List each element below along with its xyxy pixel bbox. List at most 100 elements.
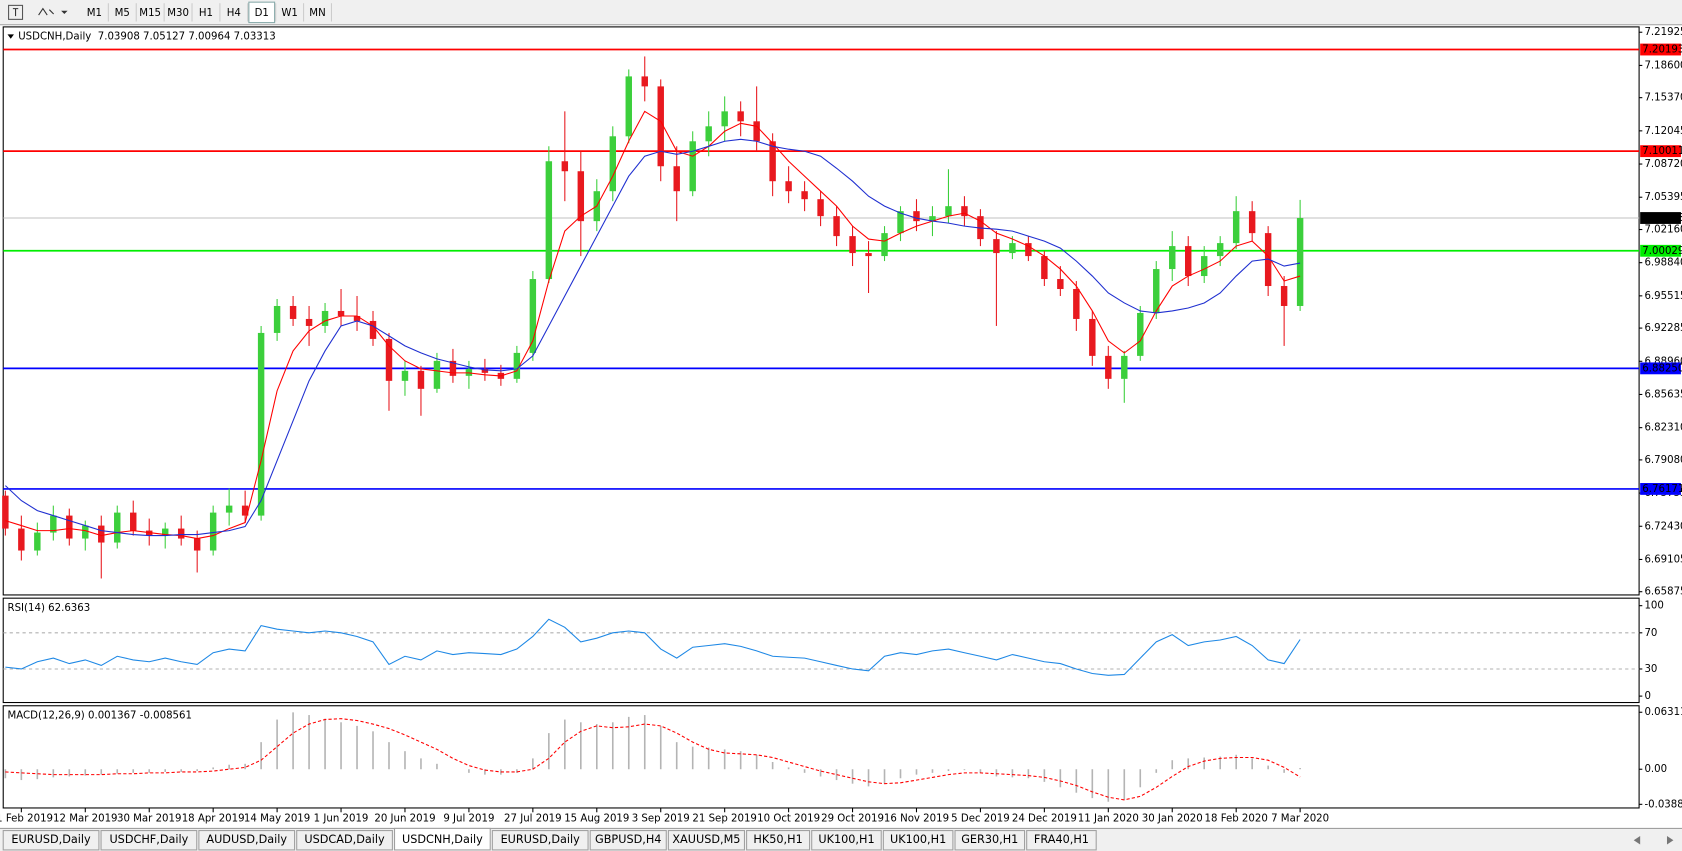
candle-body: [321, 310, 329, 326]
level-price-box: [1640, 43, 1681, 56]
tab[interactable]: [198, 830, 296, 851]
y-tick-label: 70: [1644, 628, 1657, 639]
x-tick-label: 1 Jun 2019: [314, 814, 369, 825]
level-price-box: [1640, 145, 1681, 158]
candle-body: [513, 352, 521, 379]
x-tick-label: 11 Jan 2020: [1078, 814, 1139, 825]
candle-body: [449, 360, 457, 376]
toolbar-icons[interactable]: [8, 4, 68, 20]
tab[interactable]: [1026, 830, 1097, 851]
level-price-label: 7.10011: [1642, 146, 1682, 157]
candle-body: [257, 332, 265, 516]
y-tick-label: 0: [1644, 691, 1650, 702]
chart-title: USDCNH,Daily: [18, 32, 91, 43]
y-tick-label: 6.85635: [1644, 389, 1682, 400]
tab-label[interactable]: USDCHF,Daily: [109, 833, 188, 846]
tab[interactable]: [100, 830, 198, 851]
y-tick-label: 7.18600: [1644, 60, 1682, 71]
moving-average: [4, 138, 1301, 537]
tab[interactable]: [296, 830, 393, 851]
tab[interactable]: [589, 830, 667, 851]
candle-body: [561, 161, 569, 172]
candle-body: [865, 253, 872, 257]
timeframe-button[interactable]: H1: [199, 8, 213, 19]
candle-body: [481, 368, 489, 373]
candle-body: [545, 161, 553, 280]
tab-label[interactable]: USDCNH,Daily: [402, 833, 483, 846]
tab-label[interactable]: GER30,H1: [961, 833, 1018, 846]
candle-body: [417, 370, 425, 389]
toolbar: [0, 0, 1682, 25]
timeframe-button[interactable]: D1: [255, 8, 269, 19]
candle-body: [1073, 289, 1080, 319]
timeframe-button[interactable]: M15: [139, 8, 161, 19]
candle-body: [705, 126, 712, 142]
level-price-label: 7.00029: [1642, 246, 1682, 257]
timeframe-button[interactable]: MN: [309, 8, 325, 19]
objects-icon[interactable]: [38, 7, 55, 16]
candle-body: [337, 310, 345, 316]
candle-body: [1200, 256, 1208, 277]
candle-body: [833, 216, 840, 237]
tab-label[interactable]: FRA40,H1: [1034, 833, 1089, 846]
x-tick-label: 9 Jul 2019: [443, 814, 494, 825]
tab-label[interactable]: UK100,H1: [890, 833, 946, 846]
candle-body: [769, 141, 776, 182]
candle-body: [689, 141, 696, 192]
timeframe-button[interactable]: H4: [227, 8, 241, 19]
tab[interactable]: [882, 830, 954, 851]
candle-body: [785, 181, 792, 192]
candle-body: [1280, 286, 1288, 306]
level-price-label: 6.76171: [1642, 484, 1682, 495]
tab-label[interactable]: HK50,H1: [753, 833, 802, 846]
candle-body: [1169, 246, 1176, 270]
timeframe-active[interactable]: [248, 1, 276, 24]
tab[interactable]: [746, 830, 811, 851]
timeframe-button[interactable]: M1: [87, 8, 102, 19]
tab-label[interactable]: USDCAD,Daily: [304, 833, 385, 846]
title-arrow: [7, 34, 14, 39]
timeframe-button[interactable]: M5: [115, 8, 130, 19]
y-tick-label: 7.12045: [1644, 126, 1682, 137]
y-tick-label: 6.72430: [1644, 521, 1682, 532]
candle-body: [34, 532, 41, 551]
x-tick-label: 12 Mar 2019: [53, 814, 117, 825]
tab-label[interactable]: XAUUSD,M5: [672, 833, 740, 846]
signal-line: [5, 718, 1301, 801]
tab[interactable]: [667, 830, 745, 851]
y-tick-label: 6.92285: [1644, 323, 1682, 334]
tab-label[interactable]: EURUSD,Daily: [501, 833, 581, 846]
tab-label[interactable]: GBPUSD,H4: [595, 833, 661, 846]
timeframe-button[interactable]: W1: [281, 8, 298, 19]
tab-active[interactable]: [394, 827, 491, 851]
tab[interactable]: [491, 830, 589, 851]
panel-frame: [2, 597, 1640, 704]
tab[interactable]: [2, 830, 100, 851]
tab[interactable]: [811, 830, 882, 851]
x-tick-label: 24 Dec 2019: [1012, 814, 1077, 825]
level-price-label: 6.88250: [1642, 363, 1682, 374]
level-price-box: [1640, 483, 1681, 495]
panel-frame: [2, 705, 1640, 809]
tab[interactable]: [954, 830, 1026, 851]
x-tick-label: 30 Mar 2019: [117, 814, 181, 825]
dropdown-arrow[interactable]: [61, 10, 68, 14]
y-tick-label: 7.02160: [1644, 225, 1682, 236]
tab-label[interactable]: UK100,H1: [818, 833, 874, 846]
y-tick-label: 7.05395: [1644, 192, 1682, 203]
candle-body: [1248, 211, 1256, 234]
candle-body: [1041, 256, 1048, 280]
candle-body: [657, 86, 664, 167]
candle-body: [289, 305, 297, 319]
candle-body: [609, 136, 616, 192]
x-tick-label: 20 Jun 2019: [374, 814, 435, 825]
candle-body: [50, 515, 57, 533]
tab-label[interactable]: AUDUSD,Daily: [206, 833, 287, 846]
y-tick-label: 30: [1644, 664, 1657, 675]
candle-body: [737, 111, 744, 122]
candle-body: [801, 191, 808, 200]
tab-label[interactable]: EURUSD,Daily: [11, 833, 91, 846]
x-tick-label: 14 May 2019: [244, 814, 310, 825]
timeframe-button[interactable]: M30: [167, 8, 189, 19]
cursor-icon[interactable]: [8, 4, 24, 20]
